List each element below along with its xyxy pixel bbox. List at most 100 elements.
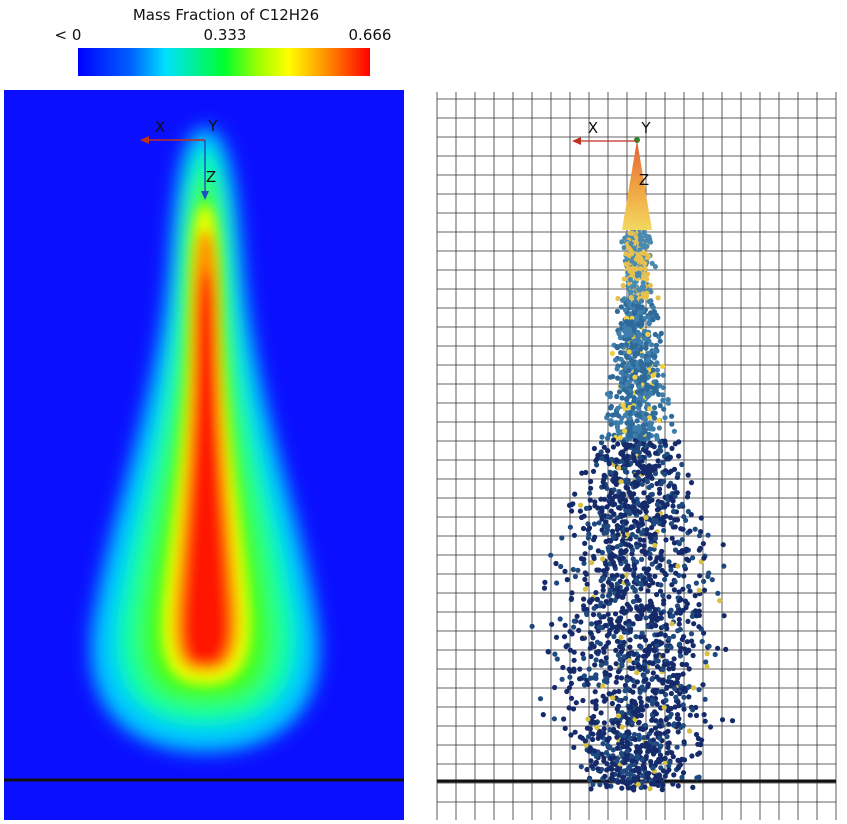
particle	[653, 653, 659, 659]
particle	[605, 523, 611, 529]
particle	[647, 282, 654, 289]
particle	[591, 713, 597, 720]
particle	[557, 616, 563, 622]
particle	[596, 682, 602, 688]
particle	[651, 405, 658, 411]
particle	[674, 680, 680, 686]
particle	[594, 462, 600, 468]
particle	[675, 712, 681, 718]
particle	[646, 484, 652, 490]
particle	[551, 716, 558, 722]
particle	[594, 639, 601, 645]
particle	[678, 597, 684, 603]
particle	[625, 434, 631, 440]
particle	[605, 545, 611, 551]
particle	[618, 419, 624, 425]
particle	[648, 577, 654, 583]
particle	[635, 720, 642, 726]
particle	[567, 647, 574, 653]
particle	[671, 656, 677, 662]
particle	[637, 695, 643, 701]
particle	[659, 640, 665, 646]
particle	[624, 453, 631, 459]
particle	[611, 518, 617, 524]
particle	[596, 648, 602, 655]
particle	[620, 496, 626, 502]
particle	[614, 745, 620, 751]
colorbar	[78, 48, 370, 76]
particle	[644, 276, 650, 282]
particle	[615, 591, 621, 598]
particle	[660, 666, 666, 673]
particle	[642, 580, 649, 586]
particle	[624, 462, 630, 468]
particle	[656, 490, 663, 496]
particle	[588, 485, 594, 491]
particle	[628, 240, 634, 247]
particle	[622, 503, 628, 509]
particle	[610, 719, 616, 726]
particle	[644, 703, 650, 709]
particle	[668, 705, 674, 712]
particle	[605, 412, 611, 418]
particle	[701, 630, 707, 636]
particle	[666, 483, 672, 489]
particle	[646, 321, 652, 327]
particle	[702, 696, 708, 702]
particle	[619, 573, 625, 580]
particle	[614, 458, 620, 464]
particle	[640, 500, 647, 506]
particle	[600, 683, 606, 689]
particle	[580, 697, 586, 704]
particle	[660, 677, 666, 683]
particle	[618, 350, 624, 356]
particle	[654, 674, 660, 680]
particle	[616, 389, 623, 395]
particle	[542, 579, 548, 586]
particle	[631, 504, 637, 510]
particle	[587, 545, 594, 551]
particle	[672, 547, 679, 553]
particle	[631, 731, 638, 738]
particle	[640, 726, 646, 733]
particle	[605, 448, 611, 454]
particle	[590, 612, 597, 618]
particle	[600, 587, 606, 593]
particle	[614, 308, 621, 314]
particle	[541, 585, 548, 591]
particle	[627, 268, 633, 274]
particle	[670, 508, 677, 515]
particle	[654, 360, 660, 366]
particle	[641, 284, 647, 290]
particle	[720, 542, 726, 548]
contour-view: X Y Z	[4, 90, 404, 820]
particle	[641, 673, 647, 679]
particle	[679, 461, 685, 468]
particle	[616, 331, 622, 337]
particle	[581, 606, 587, 612]
particle	[590, 699, 596, 705]
particle	[582, 570, 588, 576]
colorbar-label: 0.666	[349, 26, 392, 44]
particle	[669, 750, 675, 756]
particle	[676, 589, 682, 595]
particle	[648, 423, 654, 429]
particle	[593, 702, 599, 708]
particle	[652, 353, 658, 359]
particle	[682, 598, 689, 604]
particle	[723, 646, 729, 653]
particle	[635, 304, 642, 310]
particle	[648, 624, 655, 630]
particle	[615, 295, 621, 302]
particle	[638, 603, 645, 609]
particle	[596, 612, 602, 618]
particle	[668, 567, 674, 573]
particle	[691, 621, 697, 627]
particle	[687, 588, 693, 594]
particle	[676, 616, 682, 623]
particle	[658, 448, 664, 454]
particle	[666, 740, 672, 746]
particle	[599, 455, 605, 461]
particle	[688, 480, 695, 486]
particle	[641, 328, 648, 335]
